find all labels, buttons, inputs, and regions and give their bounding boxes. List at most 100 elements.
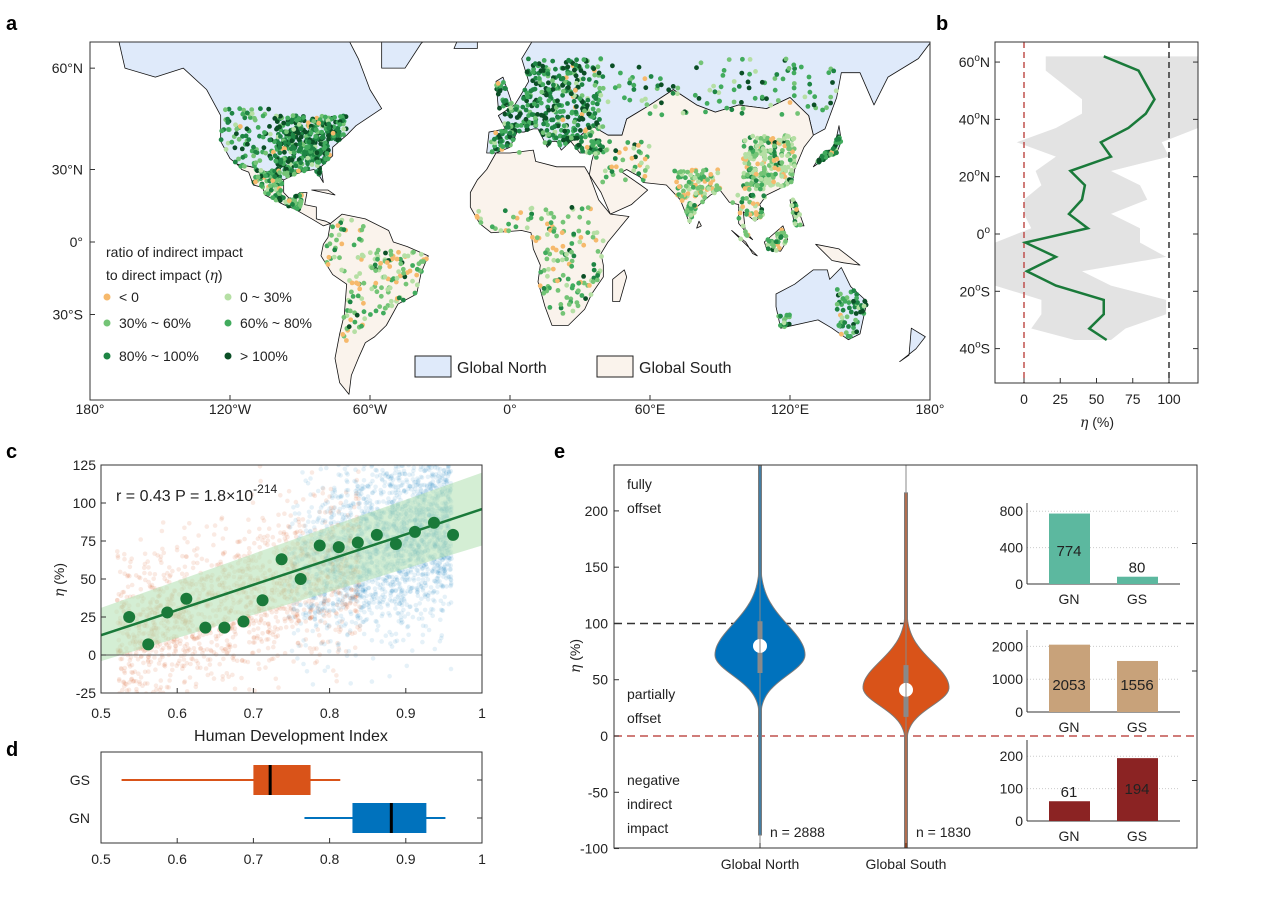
station-dot [598,93,603,98]
gs-point [146,711,151,716]
gs-point [115,549,120,554]
station-dot [383,275,388,280]
gs-point [154,683,159,688]
station-dot [278,188,283,193]
y-tick-label: 20oN [959,168,990,185]
station-dot [551,229,556,234]
station-dot [743,138,748,143]
gn-point [355,599,360,604]
station-dot [240,134,245,139]
station-dot [779,184,784,189]
gn-point [423,608,428,613]
gs-point [182,526,187,531]
station-dot [693,191,698,196]
station-dot [362,309,367,314]
gs-point [208,662,213,667]
gs-point [179,729,184,734]
gn-point [406,429,411,434]
station-dot [766,246,771,251]
x-axis-label: η (%) [1080,414,1114,431]
station-dot [812,103,817,108]
gn-point [297,603,302,608]
station-dot [693,93,698,98]
map-x-tick-label: 120°W [209,401,252,417]
panel-label-a: a [6,13,18,35]
station-dot [582,57,587,62]
station-dot [686,191,691,196]
station-dot [383,306,388,311]
gs-point [252,541,257,546]
station-dot [838,292,843,297]
gs-point [331,668,336,673]
gs-point [197,641,202,646]
station-dot [576,143,581,148]
station-dot [352,329,357,334]
gn-point [431,607,436,612]
gs-point [257,667,262,672]
station-dot [328,241,333,246]
station-dot [679,194,684,199]
station-dot [517,129,522,134]
legend-item-label: 0 ~ 30% [240,289,292,305]
station-dot [778,138,783,143]
station-dot [566,214,571,219]
station-dot [835,302,840,307]
station-dot [226,127,231,132]
station-dot [379,285,384,290]
station-dot [348,300,353,305]
gs-point [260,631,265,636]
gs-point [188,662,193,667]
station-dot [583,296,588,301]
gs-point [114,723,119,728]
gs-point [162,573,167,578]
gs-point [274,615,279,620]
station-dot [561,76,566,81]
station-dot [294,118,299,123]
gs-point [126,585,131,590]
gs-point [334,673,339,678]
gn-point [415,608,420,613]
station-dot [546,132,551,137]
station-dot [401,298,406,303]
gs-point [170,662,175,667]
gn-point [437,446,442,451]
station-dot [560,230,565,235]
gs-point [264,711,269,716]
gs-point [194,659,199,664]
gs-point [194,685,199,690]
gs-point [126,573,131,578]
station-dot [314,127,319,132]
station-dot [759,182,764,187]
legend-marker [225,320,232,327]
gs-point [162,551,167,556]
station-dot [337,122,342,127]
station-dot [674,180,679,185]
legend-marker [225,294,232,301]
station-dot [780,153,785,158]
station-dot [356,294,361,299]
station-dot [576,281,581,286]
y-tick-label: 40oN [959,110,990,127]
gs-point [213,523,218,528]
station-dot [517,113,522,118]
station-dot [526,57,531,62]
station-dot [643,157,648,162]
gn-point [295,722,300,727]
station-dot [546,80,551,85]
station-dot [631,146,636,151]
station-dot [561,89,566,94]
station-dot [555,278,560,283]
gs-point [159,678,164,683]
gn-point [390,454,395,459]
station-dot [291,113,296,118]
station-dot [296,169,301,174]
gn-point [420,483,425,488]
station-dot [350,281,355,286]
station-dot [706,186,711,191]
station-dot [506,228,511,233]
gn-point [438,403,443,408]
gs-point [313,494,318,499]
map-x-tick-label: 0° [503,401,516,417]
gn-point [448,568,453,573]
station-dot [849,310,854,315]
